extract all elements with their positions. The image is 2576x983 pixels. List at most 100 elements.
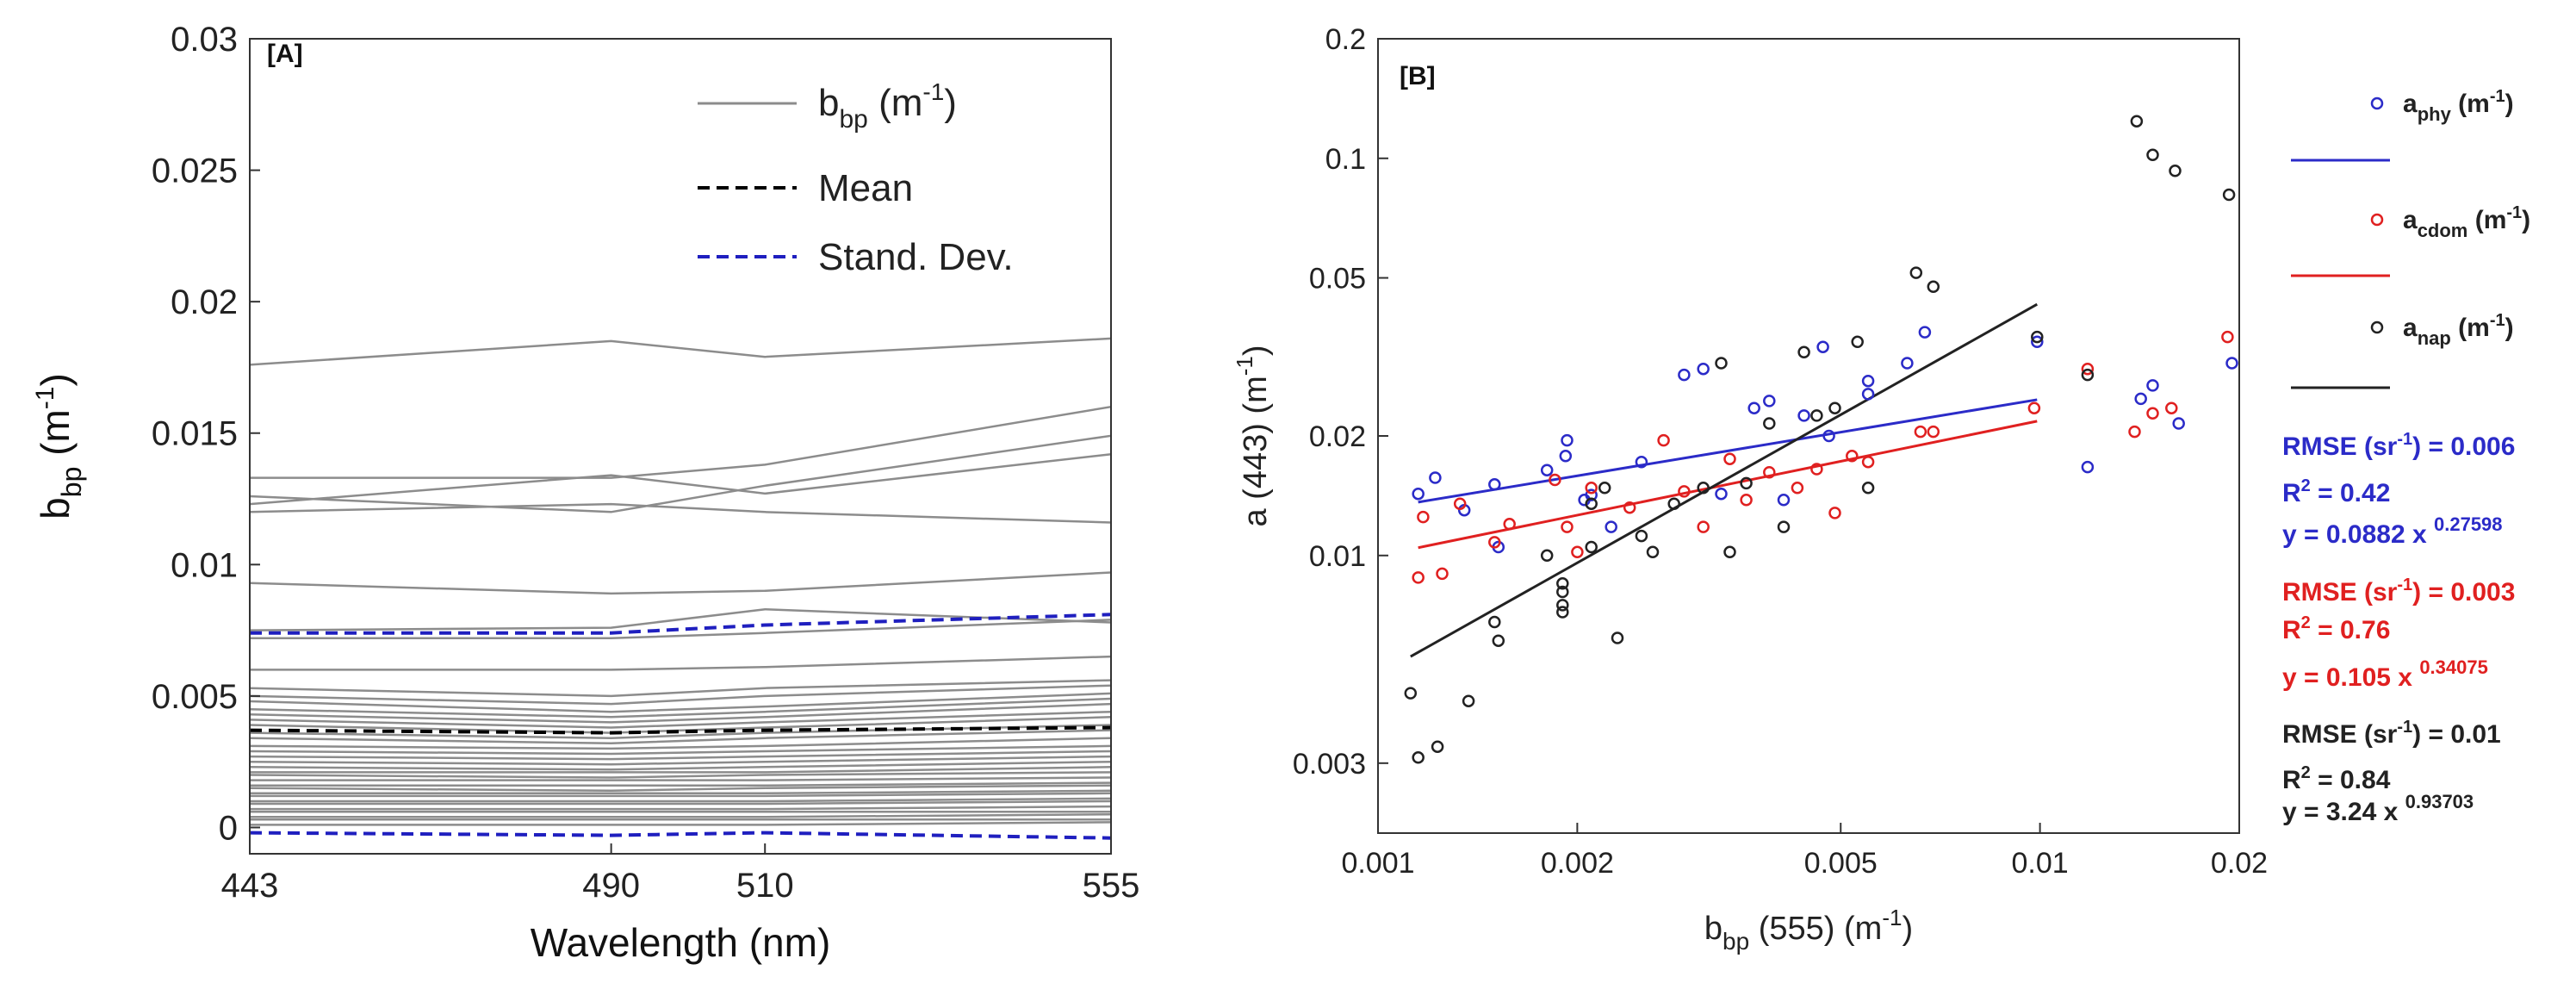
anap-point (2031, 330, 2044, 344)
bbp-sample-line (249, 434, 1112, 513)
legend-std-label: Stand. Dev. (818, 236, 1014, 278)
x-tick-label: 490 (582, 867, 640, 905)
mean-line (249, 725, 1112, 735)
anap-point (1412, 751, 1425, 764)
panel-a: 0 0.005 0.01 0.015 0.02 0.025 0.03 443 490 510 55… (31, 21, 1139, 965)
y-tick-label: 0.015 (152, 415, 238, 453)
acdom-point (1927, 425, 1940, 439)
x-tick-label: 555 (1083, 867, 1140, 905)
y-tick-label: 0 (219, 809, 238, 847)
aphy-point (2172, 417, 2185, 430)
y-tick-label: 0.03 (171, 21, 238, 59)
aphy-point (1540, 464, 1554, 476)
anap-point (1723, 545, 1736, 559)
acdom-point (1791, 482, 1804, 495)
aphy-point (1747, 401, 1760, 414)
bbp-sample-line (249, 337, 1112, 366)
anap-point (1777, 520, 1791, 533)
acdom-point (1740, 494, 1753, 507)
acdom-point (1561, 520, 1574, 533)
acdom-point (1503, 518, 1516, 531)
legend-anap-label: anap (m-1) (2403, 311, 2514, 349)
panel-a-y-axis-label: bbp (m-1) (31, 373, 87, 519)
bbp-sample-line (249, 697, 1112, 719)
acdom-point (1623, 501, 1636, 514)
acdom-point (1657, 433, 1670, 447)
stats-anap-rmse: RMSE (sr-1) = 0.01 (2282, 718, 2501, 749)
x-tick-label: 0.02 (2211, 847, 2268, 880)
panel-a-y-ticks: 0 0.005 0.01 0.015 0.02 0.025 0.03 (152, 21, 260, 847)
acdom-point (1723, 452, 1736, 465)
stats-anap: RMSE (sr-1) = 0.01 R2 = 0.84 y = 3.24 x … (2282, 718, 2501, 826)
legend-aphy-marker (2370, 96, 2384, 110)
panel-b-x-axis-label: bbp (555) (m-1) (1704, 905, 1913, 955)
bbp-sample-line (249, 744, 1112, 756)
x-tick-label: 0.005 (1804, 847, 1878, 880)
panel-b-y-ticks: 0.003 0.01 0.02 0.05 0.1 0.2 (1293, 23, 1388, 781)
bbp-sample-line (250, 797, 1112, 803)
aphy-point (1816, 340, 1829, 353)
anap-point (1431, 740, 1444, 753)
anap-point (1909, 266, 1923, 279)
aphy-point (1861, 388, 1875, 401)
aphy-point (1918, 326, 1932, 339)
acdom-point (1846, 450, 1859, 463)
y-tick-label: 0.2 (1325, 23, 1366, 56)
legend-acdom-label: acdom (m-1) (2403, 203, 2530, 241)
bbp-sample-line (249, 571, 1112, 595)
anap-point (1635, 529, 1648, 543)
anap-point (2130, 115, 2144, 128)
y-tick-label: 0.1 (1325, 143, 1366, 176)
bbp-sample-line (249, 452, 1112, 506)
aphy-point (2134, 392, 2147, 406)
anap-point (1667, 497, 1680, 510)
anap-point (1404, 687, 1418, 700)
panel-b-points (1404, 115, 2238, 764)
anap-point (1828, 401, 1841, 414)
acdom-point (1585, 482, 1598, 495)
acdom-point (1678, 485, 1691, 498)
anap-point (1611, 631, 1624, 644)
anap-point (1697, 482, 1710, 495)
y-tick-label: 0.003 (1293, 748, 1366, 781)
acdom-point (2165, 401, 2178, 414)
acdom-point (1861, 455, 1875, 469)
std-dev-line (249, 831, 1112, 840)
aphy-point (1697, 362, 1710, 376)
panel-a-x-ticks: 443 490 510 555 (221, 843, 1140, 905)
aphy-point (1763, 395, 1776, 408)
aphy-point (1678, 368, 1691, 382)
bbp-sample-line (249, 692, 1112, 713)
bbp-sample-line (249, 750, 1112, 761)
y-tick-label: 0.02 (1309, 420, 1366, 453)
stats-acdom: RMSE (sr-1) = 0.003 R2 = 0.76 y = 0.105 … (2282, 575, 2515, 692)
bbp-sample-line (249, 729, 1112, 745)
anap-point (1740, 476, 1753, 490)
y-tick-label: 0.01 (171, 546, 238, 584)
acdom-point (1914, 425, 1927, 439)
aphy-point (2225, 357, 2238, 370)
aphy-point (1635, 455, 1648, 469)
bbp-sample-line (250, 792, 1112, 798)
anap-point (1462, 694, 1475, 707)
acdom-point (1453, 497, 1467, 510)
legend-bbp-label: bbp (m-1) (818, 78, 957, 134)
legend-aphy: aphy (m-1) (2291, 87, 2514, 162)
acdom-point (1436, 567, 1449, 581)
bbp-sample-line (249, 684, 1112, 706)
aphy-point (1561, 433, 1574, 447)
anap-point (2222, 188, 2236, 202)
legend-anap-marker (2370, 320, 2384, 334)
aphy-point (1412, 487, 1425, 501)
bbp-sample-line (250, 766, 1112, 774)
panel-b-x-ticks: 0.001 0.002 0.005 0.01 0.02 (1341, 823, 2268, 880)
aphy-point (1861, 374, 1875, 388)
aphy-point (1488, 478, 1501, 491)
legend-acdom: acdom (m-1) (2291, 203, 2530, 277)
bbp-sample-line (250, 821, 1112, 826)
anap-point (1861, 482, 1875, 495)
aphy-point (1715, 487, 1728, 501)
aphy-point (1777, 494, 1791, 507)
acdom-point (1697, 520, 1710, 533)
